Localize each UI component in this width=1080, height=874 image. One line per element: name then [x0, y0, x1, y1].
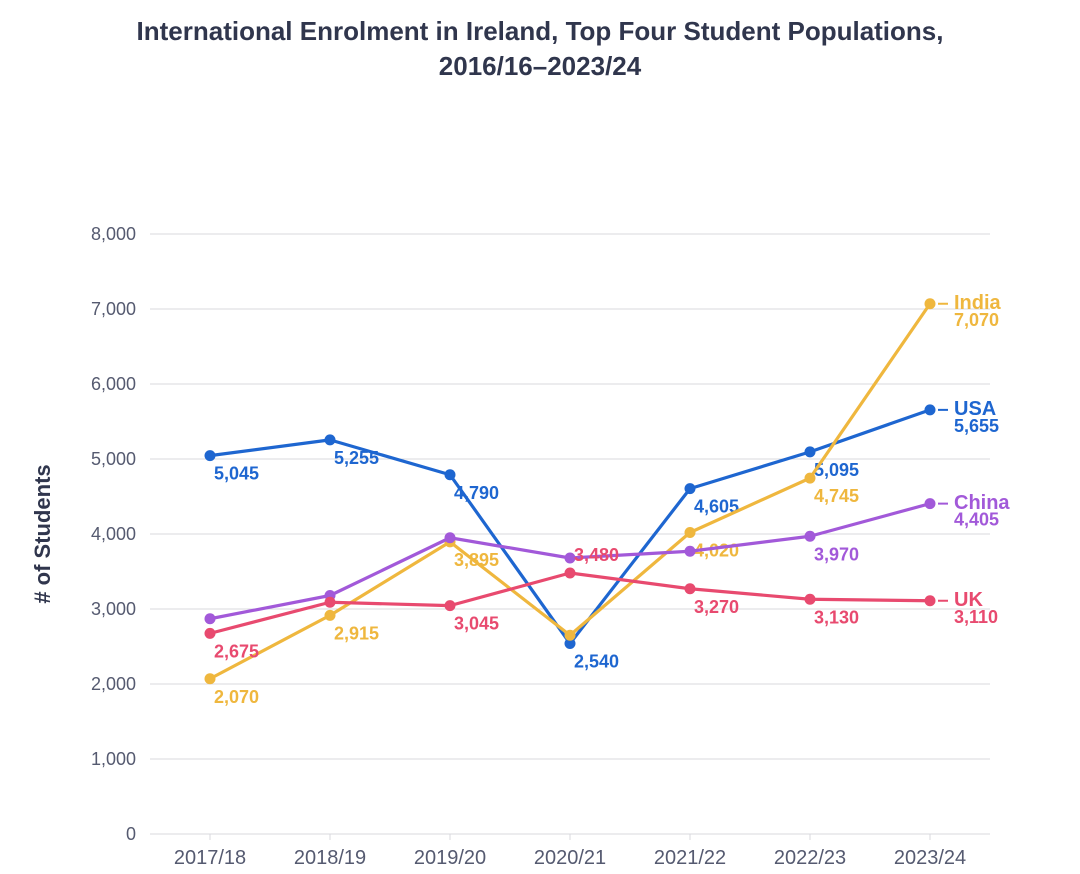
data-label: 3,270: [694, 597, 739, 617]
series-marker: [565, 568, 576, 579]
series-marker: [685, 483, 696, 494]
series-marker: [325, 610, 336, 621]
y-axis-title: # of Students: [30, 465, 55, 604]
chart-container: International Enrolment in Ireland, Top …: [0, 0, 1080, 872]
series-marker: [205, 613, 216, 624]
data-label: 3,480: [574, 545, 619, 565]
series-end-value: 3,110: [954, 607, 998, 627]
series-marker: [925, 405, 936, 416]
series-marker: [325, 435, 336, 446]
series-marker: [685, 527, 696, 538]
chart-title-line2: 2016/16–2023/24: [439, 51, 641, 81]
y-tick-label: 3,000: [91, 599, 136, 619]
y-tick-label: 5,000: [91, 449, 136, 469]
series-marker: [445, 469, 456, 480]
series-marker: [805, 447, 816, 458]
y-tick-label: 4,000: [91, 524, 136, 544]
data-label: 2,070: [214, 687, 259, 707]
series-marker: [685, 583, 696, 594]
series-marker: [925, 595, 936, 606]
x-tick-label: 2018/19: [294, 847, 366, 869]
series-end-value: 5,655: [954, 416, 999, 436]
x-tick-label: 2023/24: [894, 847, 966, 869]
data-label: 2,540: [574, 652, 619, 672]
data-label: 2,915: [334, 624, 379, 644]
series-marker: [685, 546, 696, 557]
y-tick-label: 0: [126, 824, 136, 844]
data-label: 3,970: [814, 544, 859, 564]
y-tick-label: 7,000: [91, 299, 136, 319]
data-label: 4,745: [814, 486, 859, 506]
series-marker: [445, 600, 456, 611]
x-tick-label: 2020/21: [534, 847, 606, 869]
data-label: 4,790: [454, 483, 499, 503]
data-label: 3,130: [814, 607, 859, 627]
series-marker: [805, 531, 816, 542]
y-tick-label: 1,000: [91, 749, 136, 769]
series-marker: [565, 630, 576, 641]
series-marker: [325, 597, 336, 608]
y-tick-label: 8,000: [91, 224, 136, 244]
y-tick-label: 6,000: [91, 374, 136, 394]
series-end-value: 4,405: [954, 510, 999, 530]
data-label: 3,045: [454, 614, 499, 634]
series-end-value: 7,070: [954, 310, 999, 330]
x-tick-label: 2021/22: [654, 847, 726, 869]
data-label: 3,895: [454, 550, 499, 570]
x-tick-label: 2017/18: [174, 847, 246, 869]
chart-title: International Enrolment in Ireland, Top …: [40, 0, 1040, 84]
series-marker: [445, 532, 456, 543]
data-label: 5,045: [214, 464, 259, 484]
series-marker: [925, 298, 936, 309]
series-marker: [205, 673, 216, 684]
x-tick-label: 2019/20: [414, 847, 486, 869]
chart-title-line1: International Enrolment in Ireland, Top …: [137, 16, 944, 46]
series-marker: [925, 498, 936, 509]
y-tick-label: 2,000: [91, 674, 136, 694]
x-tick-label: 2022/23: [774, 847, 846, 869]
chart-svg: 0 1,000 2,000 3,000 4,000 5,000 6,000 7,000 8,00…: [0, 84, 1080, 874]
data-label: 2,675: [214, 642, 259, 662]
series-marker: [205, 450, 216, 461]
series-marker: [805, 473, 816, 484]
data-label: 5,255: [334, 448, 379, 468]
series-marker: [805, 594, 816, 605]
series-marker: [205, 628, 216, 639]
